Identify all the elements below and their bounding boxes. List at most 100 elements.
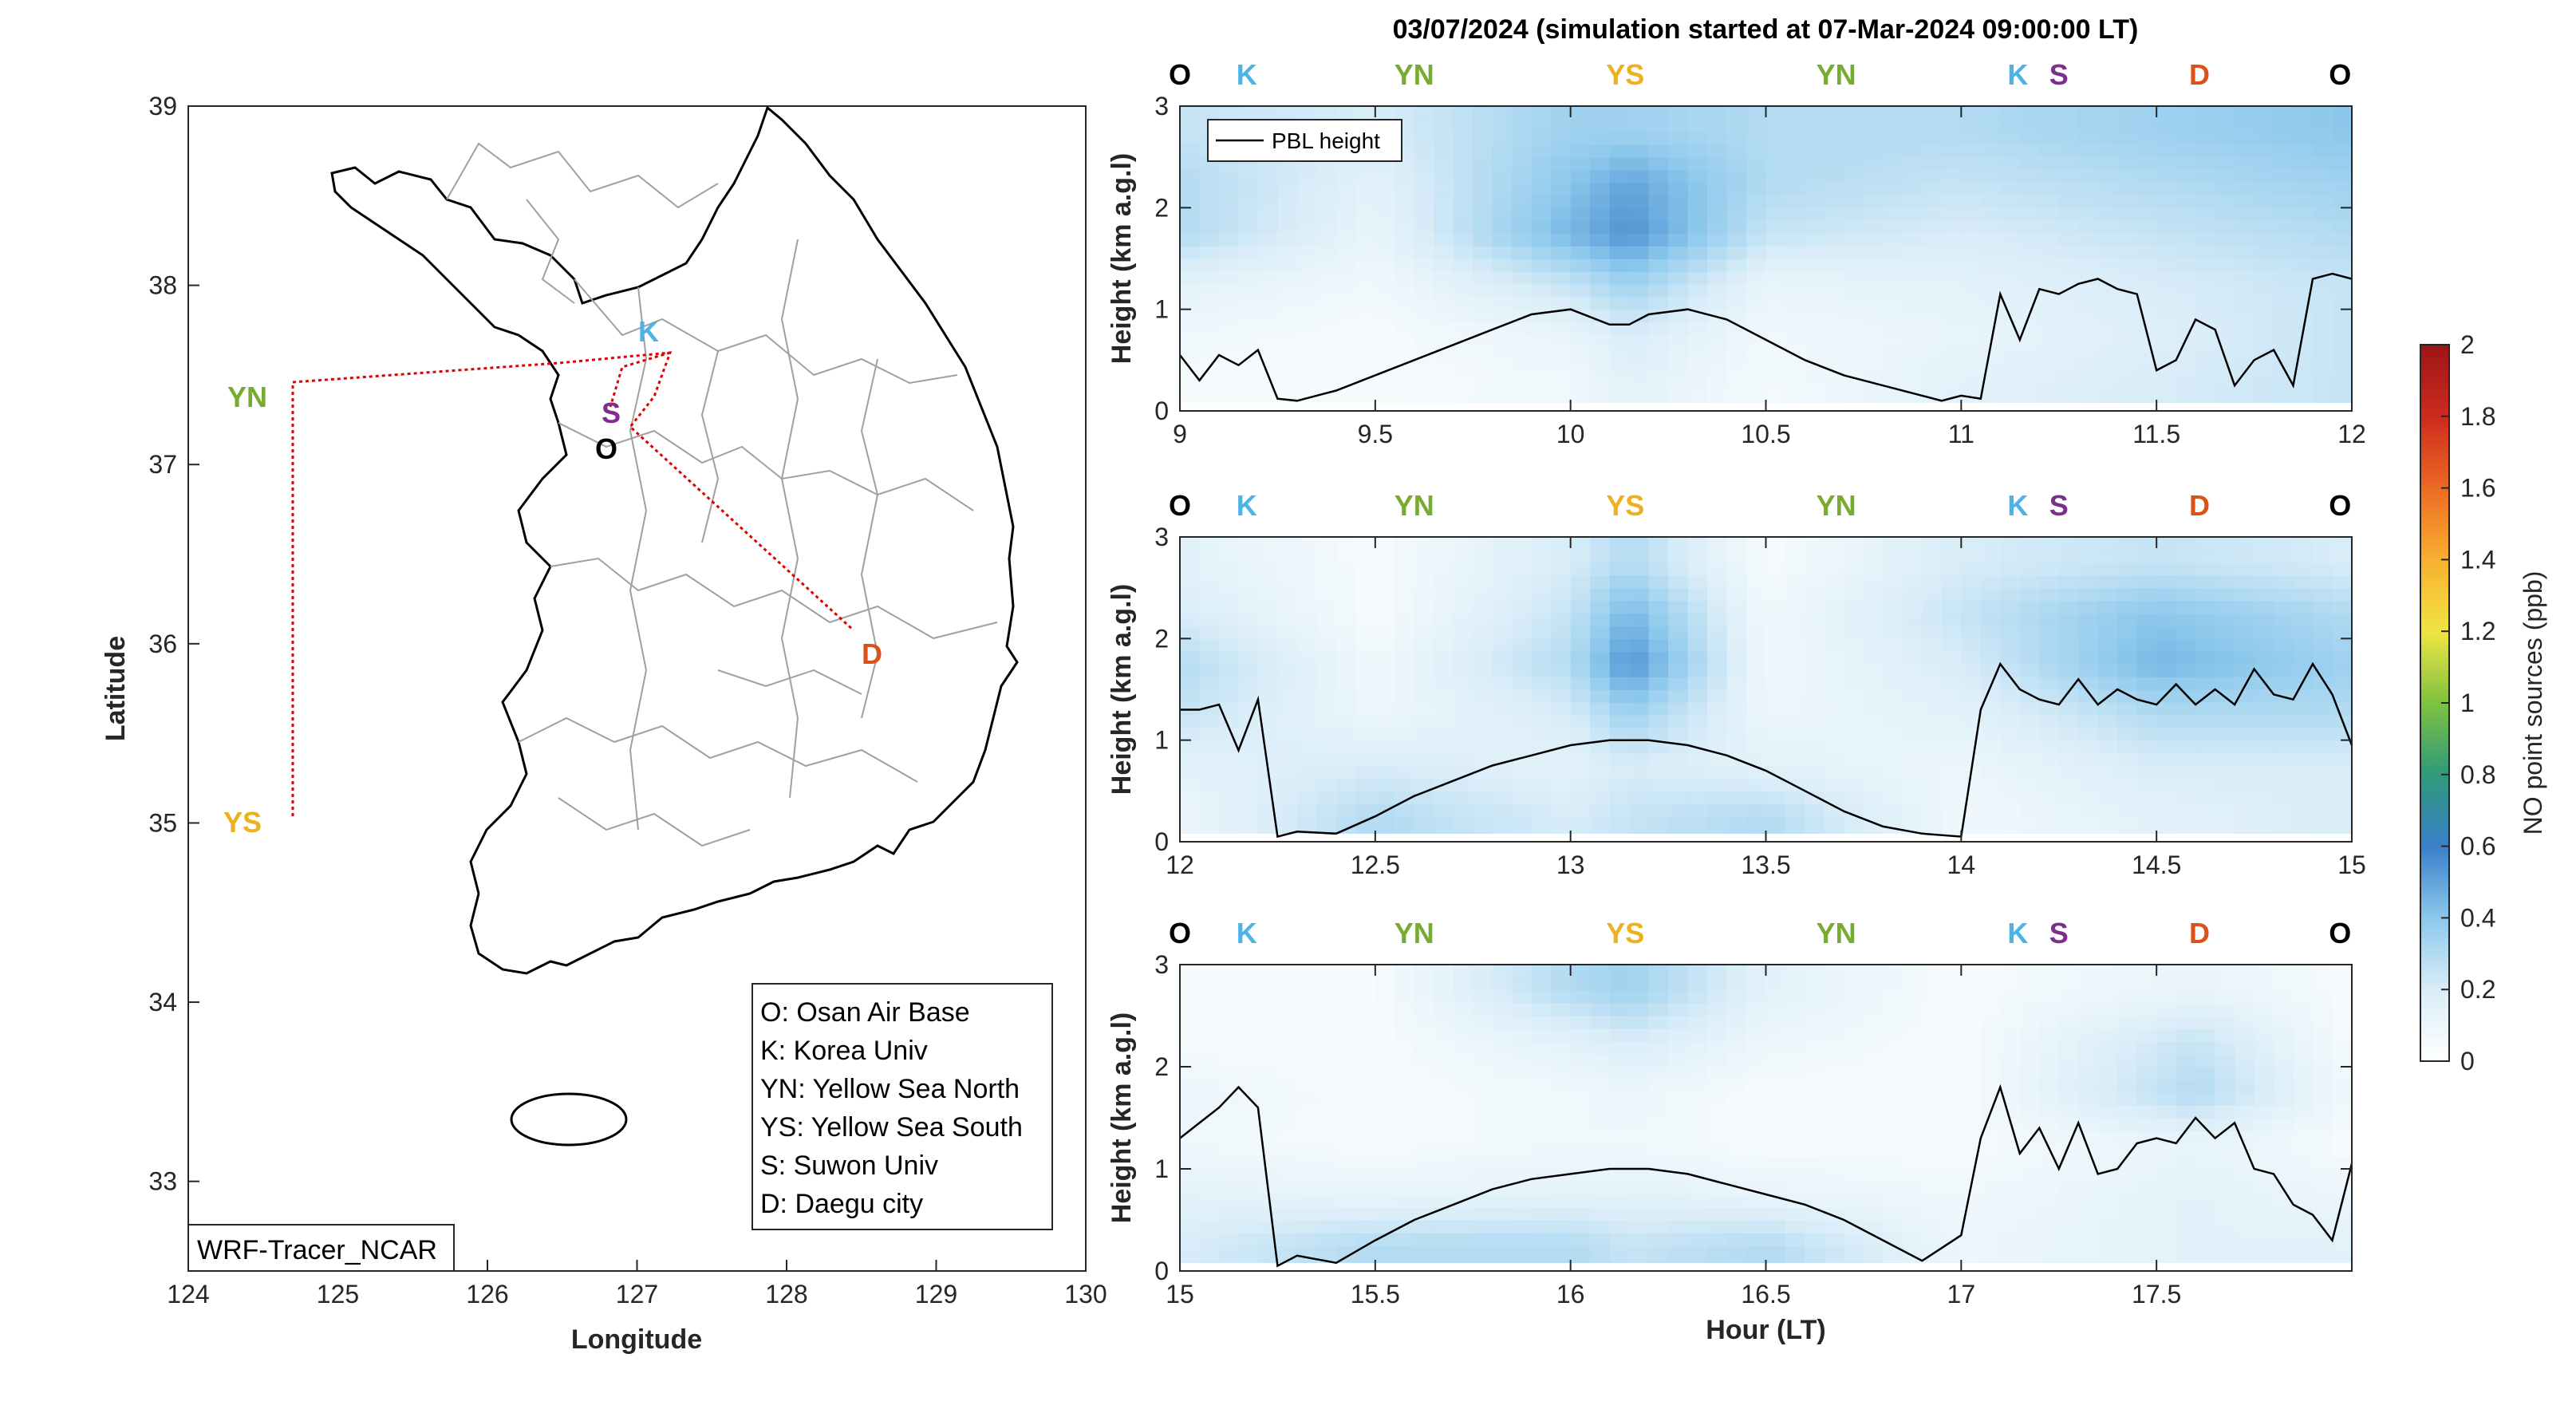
heatmap-cell bbox=[1551, 246, 1572, 259]
heatmap-cell bbox=[1551, 270, 1572, 285]
heatmap-cell bbox=[1296, 664, 1318, 677]
heatmap-cell bbox=[2195, 965, 2216, 978]
heatmap-cell bbox=[1883, 689, 1903, 703]
heatmap-cell bbox=[1434, 169, 1454, 184]
heatmap-cell bbox=[1218, 778, 1240, 792]
heatmap-cell bbox=[1512, 651, 1533, 665]
heatmap-cell bbox=[2293, 626, 2314, 640]
heatmap-cell bbox=[1199, 1067, 1220, 1080]
heatmap-cell bbox=[1629, 701, 1650, 716]
heatmap-cell bbox=[1668, 169, 1689, 184]
heatmap-cell bbox=[2000, 156, 2021, 171]
heatmap-cell bbox=[1335, 752, 1357, 767]
heatmap-cell bbox=[1941, 220, 1963, 234]
heatmap-cell bbox=[2254, 207, 2274, 222]
heatmap-cell bbox=[1668, 626, 1689, 640]
heatmap-cell bbox=[1434, 714, 1454, 728]
heatmap-cell bbox=[2097, 144, 2118, 158]
heatmap-cell bbox=[2176, 1054, 2196, 1068]
heatmap-cell bbox=[2117, 156, 2138, 171]
heatmap-cell bbox=[1395, 714, 1415, 728]
heatmap-cell bbox=[1961, 537, 1982, 551]
heatmap-cell bbox=[2117, 574, 2138, 589]
heatmap-cell bbox=[1805, 259, 1825, 272]
heatmap-cell bbox=[1492, 118, 1513, 132]
heatmap-cell bbox=[2215, 1156, 2235, 1170]
heatmap-cell bbox=[1863, 296, 1884, 310]
heatmap-cell bbox=[2136, 1245, 2157, 1259]
heatmap-cell bbox=[2254, 220, 2274, 234]
heatmap-cell bbox=[1473, 664, 1493, 677]
heatmap-cell bbox=[2117, 664, 2138, 677]
heatmap-cell bbox=[1453, 1182, 1474, 1195]
heatmap-cell bbox=[1805, 118, 1825, 132]
heatmap-cell bbox=[2332, 1156, 2352, 1170]
heatmap-cell bbox=[1316, 689, 1337, 703]
heatmap-cell bbox=[1531, 106, 1552, 120]
heatmap-cell bbox=[1414, 1220, 1435, 1233]
heatmap-cell bbox=[1687, 1028, 1708, 1042]
heatmap-cell bbox=[2078, 1105, 2099, 1119]
heatmap-cell bbox=[1726, 1169, 1747, 1182]
heatmap-cell bbox=[2215, 537, 2235, 551]
heatmap-cell bbox=[1434, 259, 1454, 272]
heatmap-cell bbox=[1414, 778, 1435, 792]
heatmap-cell bbox=[1316, 1143, 1337, 1157]
heatmap-cell bbox=[2117, 1143, 2138, 1157]
map-site-o: O bbox=[595, 432, 617, 465]
heatmap-cell bbox=[2019, 270, 2041, 285]
heatmap-cell bbox=[1180, 791, 1201, 805]
heatmap-cell bbox=[2235, 182, 2255, 196]
heatmap-cell bbox=[1687, 1054, 1708, 1068]
heatmap-cell bbox=[1316, 283, 1337, 298]
heatmap-cell bbox=[1218, 246, 1240, 259]
heatmap-cell bbox=[1335, 1156, 1357, 1170]
heatmap-cell bbox=[2235, 600, 2255, 614]
heatmap-cell bbox=[1551, 347, 1572, 361]
heatmap-cell bbox=[2019, 385, 2041, 399]
heatmap-cell bbox=[2156, 990, 2177, 1004]
heatmap-cell bbox=[2293, 347, 2314, 361]
heatmap-cell bbox=[1414, 1233, 1435, 1246]
heatmap-cell bbox=[2078, 651, 2099, 665]
heatmap-cell bbox=[2117, 1245, 2138, 1259]
heatmap-cell bbox=[1590, 651, 1611, 665]
heatmap-cell bbox=[1785, 1092, 1806, 1106]
heatmap-cell bbox=[2235, 765, 2255, 780]
heatmap-cell bbox=[1512, 296, 1533, 310]
heatmap-cell bbox=[2058, 270, 2080, 285]
heatmap-cell bbox=[2176, 562, 2196, 576]
heatmap-cell bbox=[1335, 182, 1357, 196]
heatmap-cell bbox=[2156, 1233, 2177, 1246]
heatmap-cell bbox=[1375, 562, 1396, 576]
heatmap-cell bbox=[1180, 1041, 1201, 1055]
heatmap-cell bbox=[1512, 1003, 1533, 1016]
heatmap-cell bbox=[2117, 727, 2138, 741]
heatmap-cell bbox=[2195, 144, 2216, 158]
heatmap-cell bbox=[1277, 1194, 1298, 1208]
heatmap-cell bbox=[2000, 1003, 2021, 1016]
heatmap-cell bbox=[2039, 131, 2060, 145]
heatmap-cell bbox=[1238, 360, 1259, 374]
heatmap-cell bbox=[1296, 689, 1318, 703]
heatmap-cell bbox=[2313, 1067, 2333, 1080]
heatmap-cell bbox=[2156, 587, 2177, 602]
heatmap-cell bbox=[1726, 1054, 1747, 1068]
heatmap-cell bbox=[2117, 385, 2138, 399]
heatmap-cell bbox=[1355, 106, 1376, 120]
heatmap-cell bbox=[1883, 1092, 1903, 1106]
heatmap-cell bbox=[2019, 246, 2041, 259]
heatmap-cell bbox=[1395, 740, 1415, 754]
heatmap-cell bbox=[2019, 1220, 2041, 1233]
heatmap-cell bbox=[1316, 977, 1337, 991]
heatmap-cell bbox=[2293, 714, 2314, 728]
heatmap-cell bbox=[2117, 816, 2138, 830]
heatmap-cell bbox=[1922, 727, 1943, 741]
heatmap-cell bbox=[2097, 360, 2118, 374]
heatmap-cell bbox=[2313, 816, 2333, 830]
heatmap-cell bbox=[1570, 1220, 1591, 1233]
heatmap-cell bbox=[1355, 1131, 1376, 1144]
heatmap-cell bbox=[1257, 1067, 1279, 1080]
heatmap-cell bbox=[1218, 587, 1240, 602]
heatmap-cell bbox=[1805, 537, 1825, 551]
